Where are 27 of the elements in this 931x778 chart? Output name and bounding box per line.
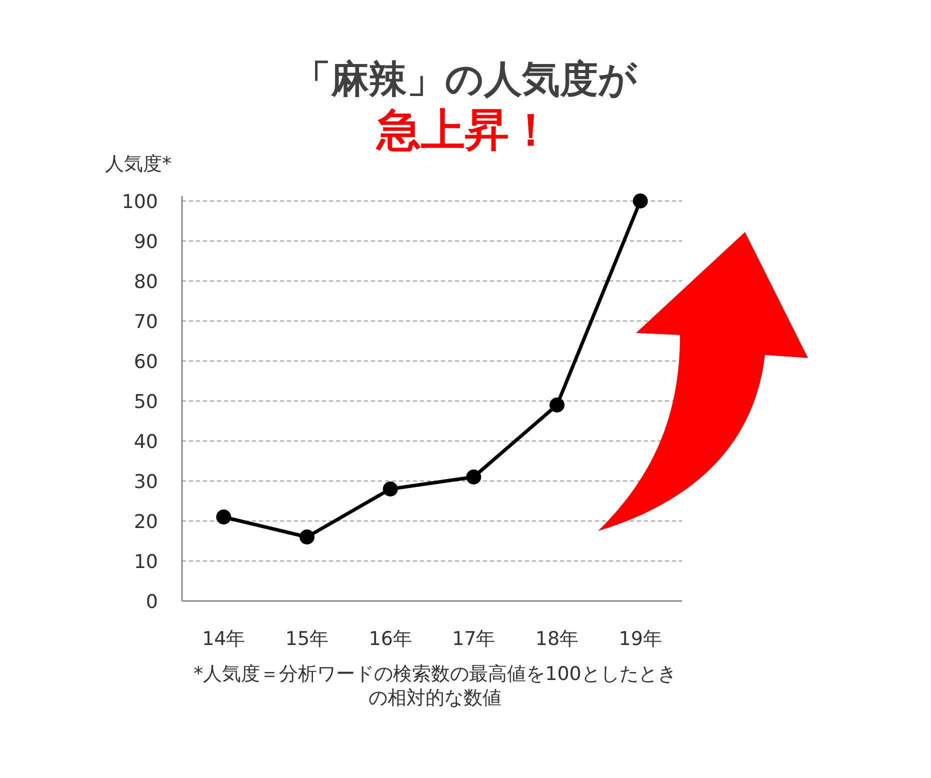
x-tick-label: 14年	[202, 628, 246, 650]
point	[216, 510, 232, 524]
x-tick-label: 19年	[618, 628, 662, 650]
y-tick-label: 20	[134, 511, 158, 533]
text: *人気度＝分析ワードの検索数の最高値を100としたときの相対的な数値	[192, 662, 678, 710]
point	[382, 482, 398, 496]
y-tick-label: 70	[134, 311, 158, 333]
point	[632, 194, 648, 208]
y-tick-label: 60	[134, 351, 158, 373]
x-tick-label: 15年	[285, 628, 329, 650]
y-tick-label: 30	[134, 471, 158, 493]
chart-title: 「麻辣」の人気度が	[293, 57, 638, 101]
point	[300, 530, 314, 544]
y-tick-label: 50	[134, 391, 158, 413]
x-tick-label: 18年	[535, 628, 579, 650]
chart-subtitle: 急上昇！	[375, 105, 553, 156]
y-tick-label: 80	[134, 271, 158, 293]
y-axis-title: 人気度*	[105, 153, 172, 175]
point	[550, 398, 564, 412]
y-tick-label: 10	[134, 551, 158, 573]
x-tick-label: 16年	[368, 628, 412, 650]
point	[466, 470, 482, 484]
x-tick-label: 17年	[452, 628, 496, 650]
y-tick-label: 40	[134, 431, 158, 453]
y-tick-label: 90	[134, 231, 158, 253]
y-tick-label: 0	[146, 591, 158, 613]
y-tick-label: 100	[122, 191, 158, 213]
